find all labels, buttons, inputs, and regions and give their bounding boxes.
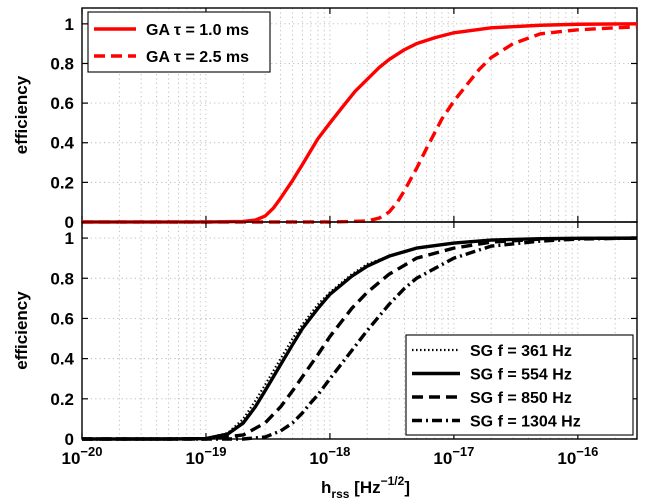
legend-label: SG f = 361 Hz	[470, 343, 572, 360]
y-tick-label: 0.4	[50, 350, 74, 369]
legend-box-bottom	[405, 334, 634, 436]
y-tick-label: 0.2	[50, 173, 74, 192]
legend-label: SG f = 554 Hz	[470, 367, 572, 384]
y-tick-label: 0.8	[50, 54, 74, 73]
legend-label: SG f = 1304 Hz	[470, 414, 581, 431]
series-line-top-0	[82, 22, 638, 224]
y-tick-label: 0.6	[50, 309, 74, 328]
axes-frame-bottom	[81, 221, 638, 440]
y-axis-label: efficiency	[12, 291, 31, 370]
series-line-bottom-1	[82, 236, 638, 441]
x-tick-label: 10−16	[557, 444, 598, 468]
x-tick-label: 10−17	[433, 444, 474, 468]
y-tick-label: 0.8	[50, 269, 74, 288]
y-tick-label: 0.4	[50, 134, 74, 153]
y-tick-label: 1	[65, 229, 74, 248]
series-line-top-1	[82, 25, 638, 224]
legend-label: GA τ = 1.0 ms	[146, 22, 249, 39]
legend-box-top	[87, 11, 271, 73]
x-axis-label: hrss [Hz−1/2]	[321, 474, 410, 501]
legend-label: SG f = 850 Hz	[470, 390, 572, 407]
y-tick-label: 0.2	[50, 390, 74, 409]
y-axis-label: efficiency	[12, 75, 31, 154]
y-tick-label: 1	[65, 15, 74, 34]
series-line-bottom-3	[82, 236, 638, 441]
y-tick-label: 0.6	[50, 94, 74, 113]
x-tick-label: 10−20	[62, 444, 103, 468]
x-tick-label: 10−19	[185, 444, 226, 468]
series-line-bottom-2	[82, 236, 638, 441]
y-tick-label: 0	[65, 213, 74, 232]
y-tick-label: 0	[65, 430, 74, 449]
x-tick-label: 10−18	[309, 444, 350, 468]
legend-label: GA τ = 2.5 ms	[146, 49, 249, 66]
